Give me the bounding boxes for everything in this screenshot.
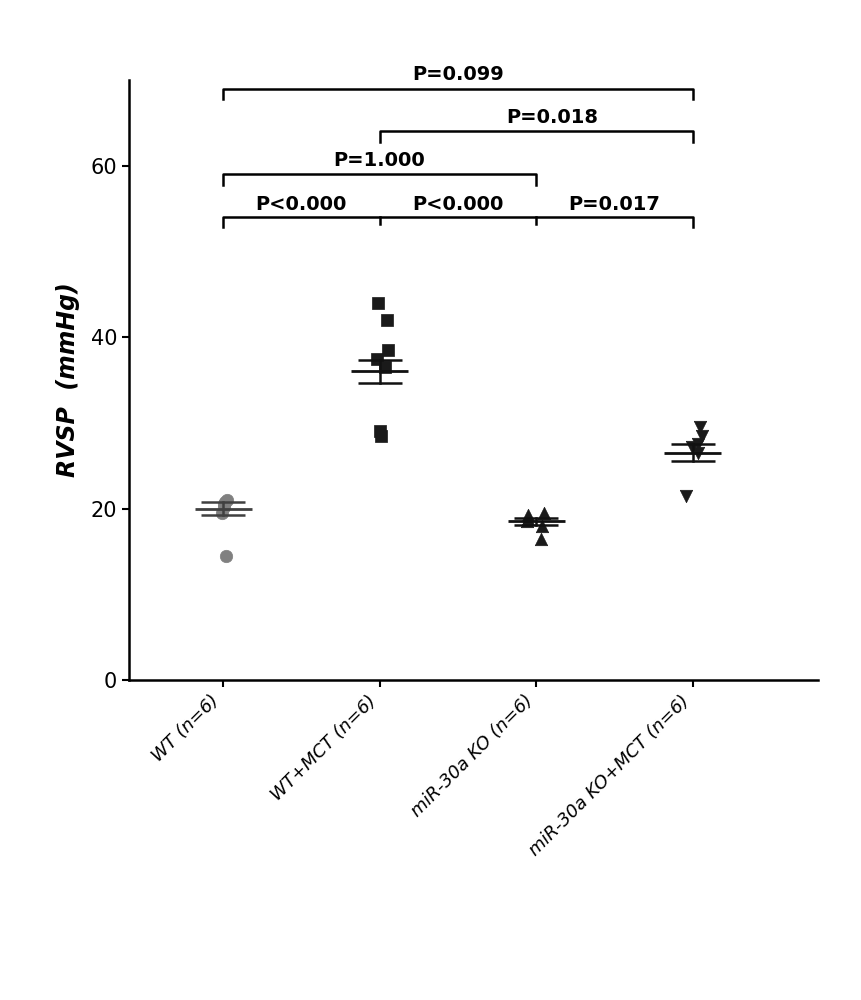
Point [220,492,234,508]
Point [536,518,549,534]
Point [214,505,228,521]
Point [685,439,699,455]
Point [370,351,384,367]
Point [678,488,692,504]
Text: P<0.000: P<0.000 [256,195,347,214]
Text: P=0.018: P=0.018 [505,108,598,127]
Point [217,496,231,512]
Point [522,511,536,527]
Text: P=1.000: P=1.000 [334,151,425,170]
Text: P=0.017: P=0.017 [568,195,660,214]
Point [535,531,548,547]
Point [693,419,707,435]
Point [219,548,232,564]
Point [691,445,705,461]
Point [374,428,387,444]
Point [520,513,534,529]
Point [380,312,393,328]
Point [218,494,232,510]
Y-axis label: RVSP  (mmHg): RVSP (mmHg) [56,283,79,477]
Point [372,295,386,311]
Point [217,499,231,515]
Point [521,507,535,523]
Point [381,342,395,358]
Point [537,505,551,521]
Point [691,436,705,452]
Point [378,359,392,375]
Text: P=0.099: P=0.099 [412,65,504,84]
Text: P<0.000: P<0.000 [412,195,504,214]
Point [695,428,709,444]
Point [374,423,387,439]
